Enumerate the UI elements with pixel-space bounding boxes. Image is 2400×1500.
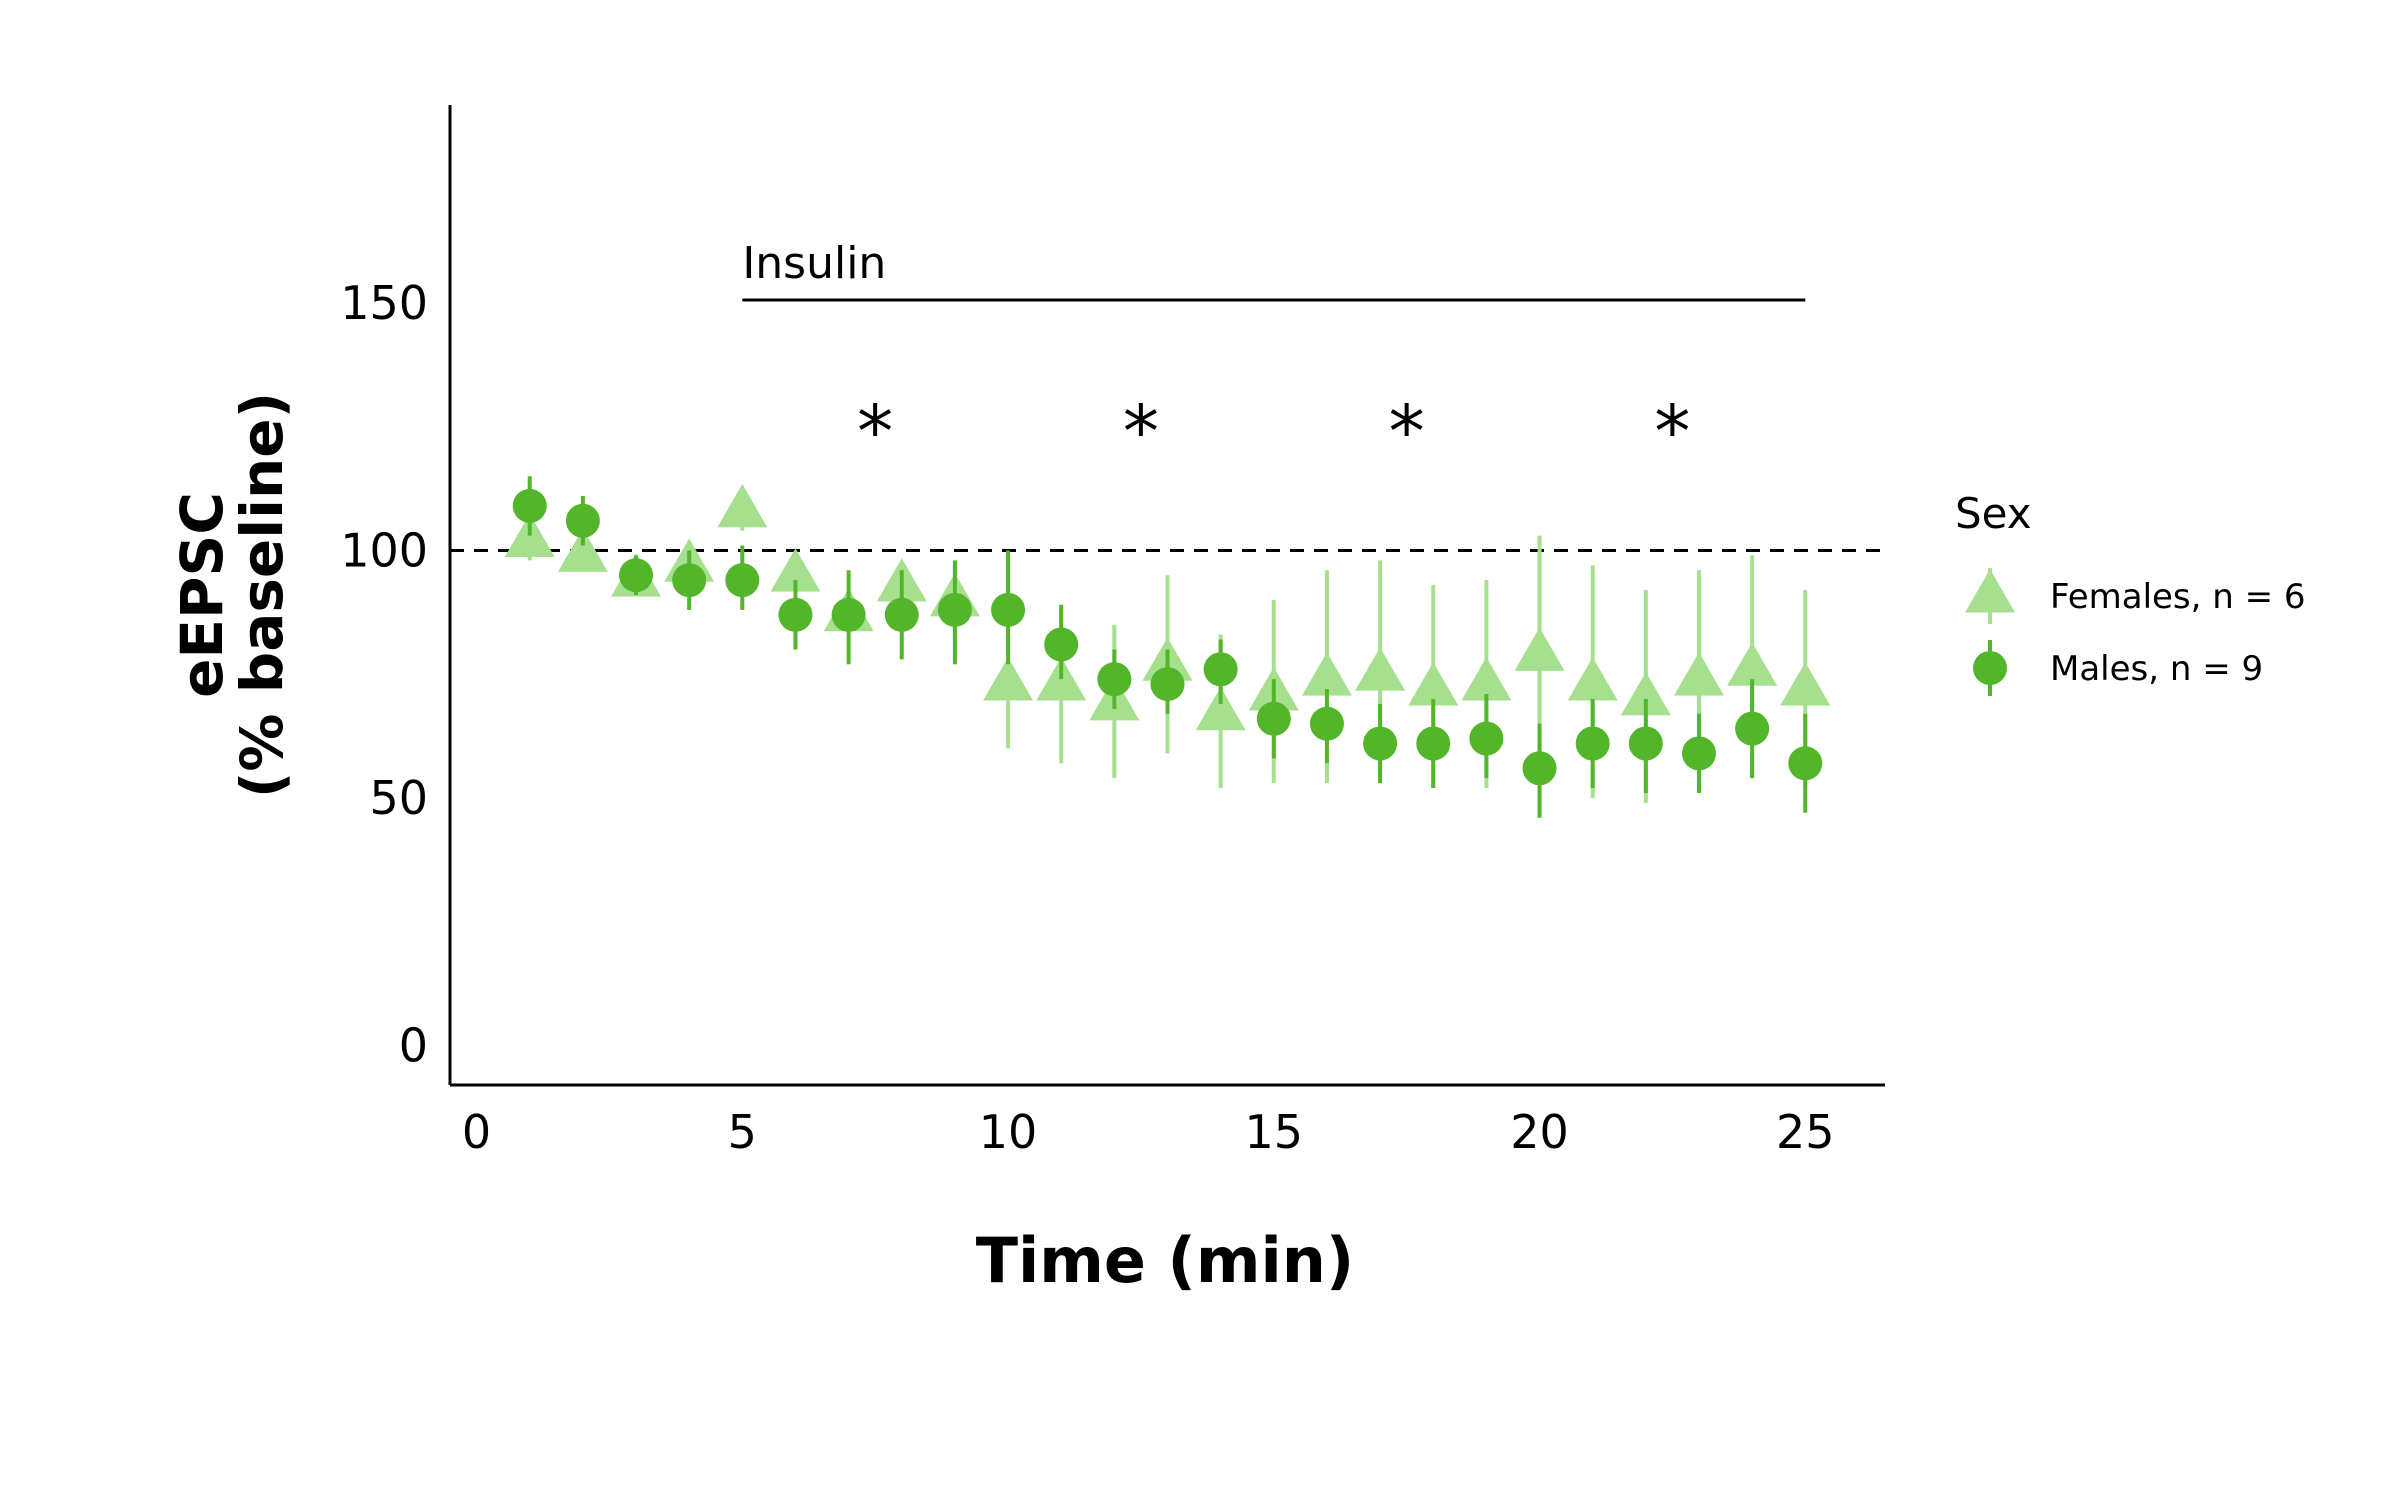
y-tick-label: 50 [369, 771, 428, 825]
data-point-triangle [1727, 642, 1778, 686]
data-point-circle [512, 488, 547, 523]
data-point-circle [991, 592, 1026, 627]
data-point-triangle [717, 484, 768, 528]
plot-area: Insulin * * * * [450, 238, 1885, 818]
data-point-triangle [1567, 657, 1618, 701]
data-point-triangle [1408, 662, 1459, 706]
x-tick-label: 20 [1510, 1105, 1569, 1159]
data-point-triangle [1620, 672, 1671, 716]
data-point-triangle [770, 548, 821, 592]
x-tick-label: 15 [1245, 1105, 1304, 1159]
significance-star: * [857, 390, 893, 474]
series-circle [512, 476, 1823, 818]
data-point-circle [1150, 667, 1185, 702]
y-tick-label: 150 [340, 276, 428, 330]
data-point-circle [1788, 746, 1823, 781]
data-point-circle [1681, 736, 1716, 771]
x-tick-label: 10 [979, 1105, 1038, 1159]
data-point-triangle [983, 657, 1034, 701]
insulin-label: Insulin [742, 238, 886, 289]
data-point-triangle [1301, 652, 1352, 696]
legend-label: Females, n = 6 [2050, 577, 2306, 617]
data-point-triangle [1355, 647, 1406, 691]
data-point-circle [1256, 701, 1291, 736]
x-tick-label: 0 [462, 1105, 491, 1159]
data-point-circle [1416, 726, 1451, 761]
x-tick-labels: 0 5 10 15 20 25 [462, 1105, 1835, 1159]
data-point-circle [1044, 627, 1079, 662]
data-point-circle [778, 597, 813, 632]
y-axis-title-line2: (% baseline) [228, 392, 296, 798]
data-point-circle [619, 558, 654, 593]
x-tick-label: 5 [728, 1105, 757, 1159]
data-point-triangle [1461, 657, 1512, 701]
data-point-triangle [557, 528, 608, 572]
data-point-triangle [1673, 652, 1724, 696]
significance-star: * [1123, 390, 1159, 474]
significance-star: * [1654, 390, 1690, 474]
data-point-circle [1363, 726, 1398, 761]
data-point-circle [725, 563, 760, 598]
data-point-circle [565, 503, 600, 538]
legend-title: Sex [1955, 489, 2032, 538]
data-point-circle [1735, 711, 1770, 746]
y-axis-title: eEPSC (% baseline) [168, 392, 296, 798]
y-tick-label: 0 [399, 1018, 428, 1072]
x-axis-title: Time (min) [976, 1224, 1354, 1297]
legend: Sex Females, n = 6 Males, n = 9 [1955, 489, 2306, 696]
data-point-circle [884, 597, 919, 632]
data-point-triangle [1514, 627, 1565, 671]
data-point-circle [1575, 726, 1610, 761]
data-point-triangle [1195, 686, 1246, 731]
data-point-circle [1628, 726, 1663, 761]
data-point-circle [1469, 721, 1504, 756]
data-point-circle [1309, 706, 1344, 741]
data-point-circle [937, 592, 972, 627]
data-point-circle [1203, 652, 1238, 687]
legend-items: Females, n = 6 Males, n = 9 [1965, 568, 2306, 696]
data-point-circle [1522, 751, 1557, 786]
series-triangle [504, 484, 1831, 803]
legend-triangle-marker [1965, 569, 2015, 613]
x-tick-label: 25 [1776, 1105, 1835, 1159]
data-point-circle [831, 597, 866, 632]
data-point-circle [1097, 662, 1132, 697]
legend-label: Males, n = 9 [2050, 649, 2263, 689]
legend-circle-marker [1973, 651, 2007, 685]
significance-star: * [1389, 390, 1425, 474]
y-tick-label: 100 [340, 523, 428, 577]
data-point-triangle [1780, 662, 1831, 706]
data-point-circle [672, 563, 707, 598]
y-tick-labels: 0 50 100 150 [340, 276, 428, 1072]
y-axis-title-line1: eEPSC [168, 492, 236, 698]
